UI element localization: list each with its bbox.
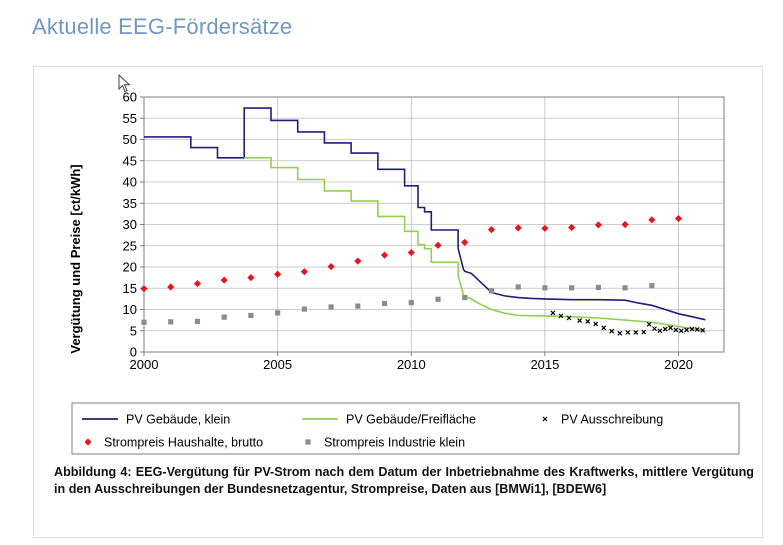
series-4-point [514,224,522,232]
series-5-point [221,314,227,320]
series-5-point [542,285,548,291]
x-tick-label: 2020 [664,357,693,372]
legend-label: Strompreis Industrie klein [324,436,465,450]
legend-label: Strompreis Haushalte, brutto [104,436,263,450]
series-4-point [407,248,415,257]
y-tick-label: 60 [123,90,137,105]
series-4-point [327,262,335,271]
series-3-point [652,326,657,332]
legend-label: PV Gebäude/Freifläche [346,413,476,427]
series-3-point [684,327,690,333]
series-3-point [558,313,564,319]
series-5-point [649,283,655,289]
series-5-point [595,284,601,290]
series-1-line [144,107,706,321]
legend-swatch-4 [84,438,92,446]
series-5-point [355,303,361,309]
y-tick-label: 0 [130,345,137,360]
series-3-point [678,328,684,334]
series-4-point [220,276,228,284]
y-tick-label: 40 [123,175,137,190]
series-3-point [633,330,639,335]
series-4-point [487,226,496,234]
series-4-point [568,223,576,232]
y-tick-label: 55 [123,111,137,126]
series-3-point [609,328,615,334]
series-4-point [140,285,148,293]
series-4-point [461,238,469,246]
series-5-point [622,285,628,291]
y-tick-label: 45 [123,153,137,168]
series-3-point [625,330,631,335]
y-tick-label: 35 [123,196,137,211]
chart-legend: PV Gebäude, klein PV Gebäude/Freifläche PV… [71,402,740,455]
page-heading: Aktuelle EEG-Fördersätze [32,14,293,39]
series-3-point [601,325,607,331]
series-3-point [585,318,591,324]
series-3-point [673,327,679,333]
legend-label: PV Ausschreibung [561,413,663,427]
x-tick-label: 2005 [263,357,292,372]
series-3-point [689,326,695,332]
series-4-point [380,251,389,259]
series-4-point [621,220,629,229]
mouse-cursor-icon [118,74,131,93]
series-3-point [593,321,599,327]
series-5-point [141,319,147,325]
series-5-point [194,318,201,324]
eeg-chart: 0 5 10 15 20 25 30 35 40 45 50 55 60 2000 2005 2010 2015… [68,90,740,455]
legend-box [71,402,740,455]
y-tick-label: 25 [123,238,137,253]
series-4-point [434,241,442,249]
legend-swatch-3 [542,416,548,422]
series-3-point [694,327,700,332]
series-4-point [247,274,255,282]
series-3-point [617,330,623,336]
y-tick-label: 10 [123,302,137,317]
series-5-point [488,288,495,294]
x-tick-label: 2010 [397,357,426,372]
series-5-point [435,296,441,302]
series-5-point [275,310,281,316]
series-3-point [657,328,663,334]
series-4-point [193,279,202,288]
series-5-point [168,319,174,325]
x-tick-label: 2015 [530,357,559,372]
series-5-point [569,285,575,291]
series-4-point [594,221,602,229]
series-3-point [550,310,556,316]
series-3-point [641,329,647,335]
series-5-point [248,312,254,319]
series-5-point [515,284,521,290]
series-2-line [244,157,706,332]
series-4-point [541,224,549,232]
series-5-point [328,304,334,310]
y-tick-label: 50 [123,132,137,147]
figure-caption: Abbildung 4: EEG-Vergütung für PV-Strom … [54,465,754,496]
series-3-point [662,326,668,332]
y-tick-label: 5 [130,323,137,338]
series-5-point [462,295,468,301]
legend-swatch-5 [305,439,311,445]
series-4-point [648,216,656,224]
series-5-point [301,306,307,312]
x-tick-label: 2000 [130,357,159,372]
y-axis-label: Vergütung und Preise [ct/kWh] [68,164,83,353]
series-3-point [577,318,583,323]
y-tick-label: 15 [123,281,137,296]
legend-label: PV Gebäude, klein [126,413,230,427]
chart-grid [143,96,724,353]
y-tick-label: 20 [123,260,137,275]
series-3-point [700,327,706,333]
series-3-point [646,321,652,327]
series-3-point [566,315,572,321]
series-3-point [668,325,673,331]
figure-frame: 0 5 10 15 20 25 30 35 40 45 50 55 60 2000 2005 2010 2015… [33,66,763,538]
series-4-point [354,257,362,265]
y-tick-label: 30 [123,217,137,232]
series-4-point [674,214,683,223]
series-4-point [300,268,308,276]
series-5-point [408,300,414,306]
series-5-point [381,300,388,307]
